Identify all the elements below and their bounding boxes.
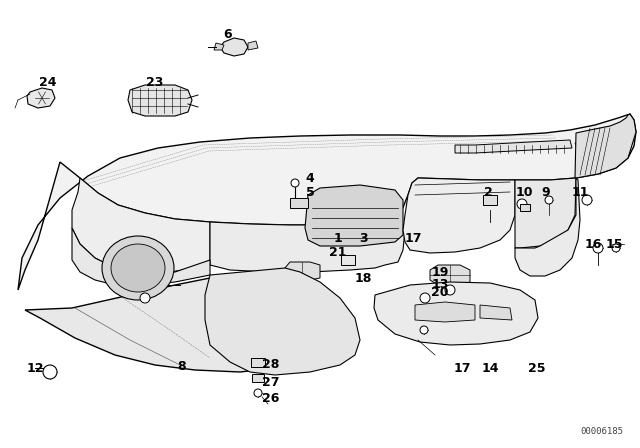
- Text: 12: 12: [26, 362, 44, 375]
- Text: 13: 13: [431, 279, 449, 292]
- Text: 20: 20: [431, 285, 449, 298]
- FancyBboxPatch shape: [483, 195, 497, 205]
- Polygon shape: [72, 228, 210, 285]
- Polygon shape: [27, 88, 55, 108]
- Circle shape: [593, 243, 603, 253]
- Polygon shape: [280, 282, 355, 318]
- Polygon shape: [305, 185, 403, 246]
- Polygon shape: [403, 178, 515, 253]
- Text: 4: 4: [306, 172, 314, 185]
- Circle shape: [43, 365, 57, 379]
- Text: 22: 22: [147, 258, 164, 271]
- Polygon shape: [455, 140, 572, 153]
- Polygon shape: [430, 265, 470, 285]
- Circle shape: [612, 244, 620, 252]
- Text: 5: 5: [306, 186, 314, 199]
- Text: 8: 8: [178, 359, 186, 372]
- Text: 26: 26: [262, 392, 280, 405]
- Text: 24: 24: [39, 76, 57, 89]
- Polygon shape: [25, 278, 300, 372]
- Polygon shape: [220, 38, 248, 56]
- Polygon shape: [374, 282, 538, 345]
- Text: 7: 7: [111, 266, 120, 279]
- Polygon shape: [214, 43, 224, 50]
- Text: 11: 11: [572, 185, 589, 198]
- Text: 2: 2: [484, 185, 492, 198]
- Circle shape: [254, 389, 262, 397]
- FancyBboxPatch shape: [520, 204, 530, 211]
- Polygon shape: [205, 268, 360, 375]
- Text: 15: 15: [605, 237, 623, 250]
- FancyBboxPatch shape: [252, 374, 264, 382]
- Polygon shape: [18, 114, 636, 290]
- FancyBboxPatch shape: [251, 358, 265, 367]
- Circle shape: [420, 326, 428, 334]
- Text: 28: 28: [262, 358, 280, 371]
- Ellipse shape: [102, 236, 174, 300]
- Circle shape: [545, 196, 553, 204]
- Text: 16: 16: [584, 237, 602, 250]
- Circle shape: [582, 195, 592, 205]
- Polygon shape: [285, 262, 320, 280]
- Polygon shape: [575, 114, 636, 178]
- Text: 3: 3: [358, 232, 367, 245]
- FancyBboxPatch shape: [290, 198, 308, 208]
- Polygon shape: [480, 305, 512, 320]
- FancyBboxPatch shape: [341, 255, 355, 265]
- Circle shape: [445, 285, 455, 295]
- Text: 9: 9: [541, 185, 550, 198]
- Circle shape: [140, 293, 150, 303]
- Text: 17: 17: [404, 232, 422, 245]
- Circle shape: [291, 179, 299, 187]
- Polygon shape: [575, 135, 622, 148]
- Circle shape: [420, 293, 430, 303]
- Polygon shape: [128, 85, 192, 116]
- Polygon shape: [515, 178, 580, 276]
- Polygon shape: [248, 41, 258, 50]
- Text: 6: 6: [224, 27, 232, 40]
- Ellipse shape: [111, 244, 165, 292]
- Text: 00006185: 00006185: [580, 427, 623, 436]
- Text: 21: 21: [329, 246, 347, 258]
- Circle shape: [147, 265, 157, 275]
- Text: 25: 25: [528, 362, 546, 375]
- Polygon shape: [415, 302, 475, 322]
- Polygon shape: [515, 178, 576, 248]
- Text: 27: 27: [262, 375, 280, 388]
- Text: 10: 10: [515, 185, 532, 198]
- Polygon shape: [72, 178, 210, 272]
- Text: 19: 19: [431, 266, 449, 279]
- Text: 18: 18: [355, 271, 372, 284]
- Text: 14: 14: [481, 362, 499, 375]
- Circle shape: [517, 199, 527, 209]
- Text: 23: 23: [147, 76, 164, 89]
- Text: 17: 17: [453, 362, 471, 375]
- Polygon shape: [210, 215, 405, 272]
- Text: 1: 1: [333, 232, 342, 245]
